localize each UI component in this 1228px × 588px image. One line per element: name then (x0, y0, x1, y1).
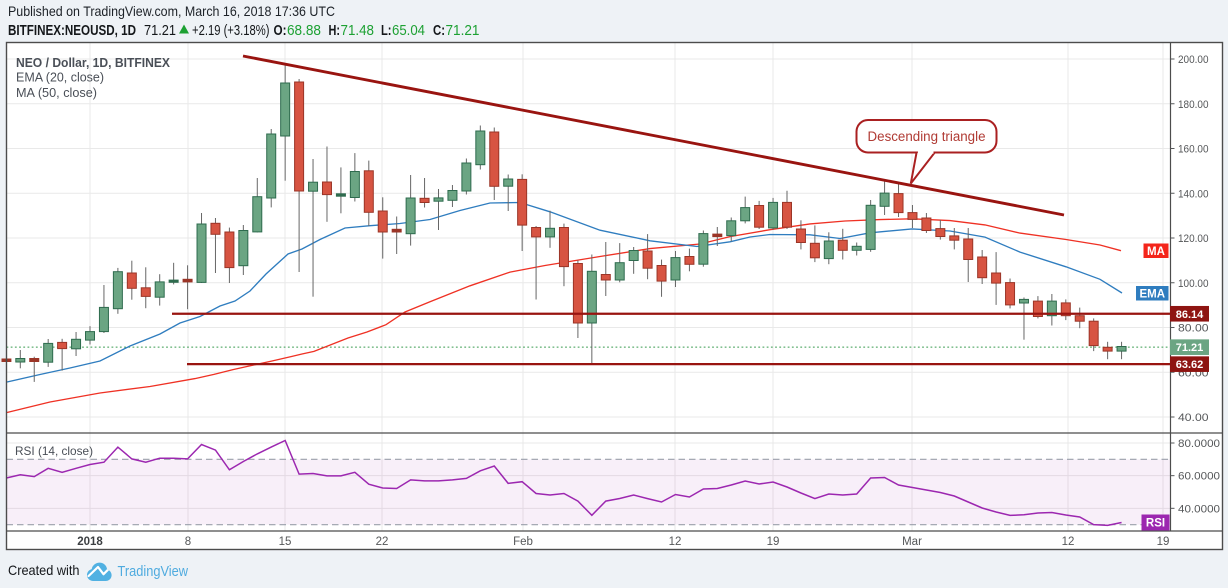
svg-text:TradingView: TradingView (118, 563, 189, 580)
svg-text:MA: MA (1147, 246, 1165, 258)
svg-text:40.0000: 40.0000 (1178, 503, 1220, 515)
svg-text:Mar: Mar (902, 536, 922, 548)
svg-text:Feb: Feb (513, 536, 533, 548)
svg-text:+2.19 (+3.18%): +2.19 (+3.18%) (192, 23, 270, 39)
svg-text:68.88: 68.88 (287, 23, 321, 39)
svg-text:120.00: 120.00 (1178, 233, 1209, 245)
svg-text:BITFINEX:NEOUSD, 1D: BITFINEX:NEOUSD, 1D (8, 23, 136, 39)
svg-text:100.00: 100.00 (1178, 278, 1209, 290)
svg-text:71.21: 71.21 (446, 23, 480, 39)
svg-text:200.00: 200.00 (1178, 54, 1209, 66)
svg-text:15: 15 (279, 536, 292, 548)
svg-text:63.62: 63.62 (1176, 359, 1204, 371)
svg-text:8: 8 (185, 536, 191, 548)
svg-text:80.00: 80.00 (1178, 323, 1209, 335)
svg-text:Created with: Created with (8, 562, 80, 578)
svg-text:12: 12 (669, 536, 682, 548)
svg-text:O:: O: (274, 23, 287, 39)
svg-text:180.00: 180.00 (1178, 99, 1209, 111)
svg-text:EMA (20, close): EMA (20, close) (16, 71, 104, 85)
svg-text:12: 12 (1062, 536, 1075, 548)
svg-text:71.48: 71.48 (341, 23, 375, 39)
svg-text:2018: 2018 (77, 536, 103, 548)
svg-text:60.0000: 60.0000 (1178, 471, 1220, 483)
svg-text:EMA: EMA (1139, 288, 1165, 300)
svg-text:MA (50, close): MA (50, close) (16, 86, 97, 100)
svg-text:L:: L: (381, 23, 392, 39)
svg-text:80.0000: 80.0000 (1178, 438, 1220, 450)
svg-text:65.04: 65.04 (392, 23, 425, 39)
svg-text:Descending triangle: Descending triangle (868, 129, 986, 144)
svg-text:19: 19 (1157, 536, 1170, 548)
svg-text:71.21: 71.21 (1176, 342, 1204, 354)
svg-text:NEO / Dollar, 1D, BITFINEX: NEO / Dollar, 1D, BITFINEX (16, 55, 170, 70)
svg-text:86.14: 86.14 (1176, 309, 1204, 321)
svg-text:19: 19 (767, 536, 780, 548)
svg-text:C:: C: (433, 23, 445, 39)
svg-text:160.00: 160.00 (1178, 144, 1209, 156)
svg-text:140.00: 140.00 (1178, 188, 1209, 200)
svg-text:22: 22 (376, 536, 389, 548)
svg-text:RSI (14, close): RSI (14, close) (15, 444, 93, 458)
svg-text:40.00: 40.00 (1178, 412, 1209, 424)
svg-text:71.21: 71.21 (144, 23, 176, 39)
svg-text:Published on TradingView.com,: Published on TradingView.com, March 16, … (8, 3, 335, 19)
svg-text:RSI: RSI (1146, 518, 1165, 530)
svg-text:H:: H: (329, 23, 341, 39)
